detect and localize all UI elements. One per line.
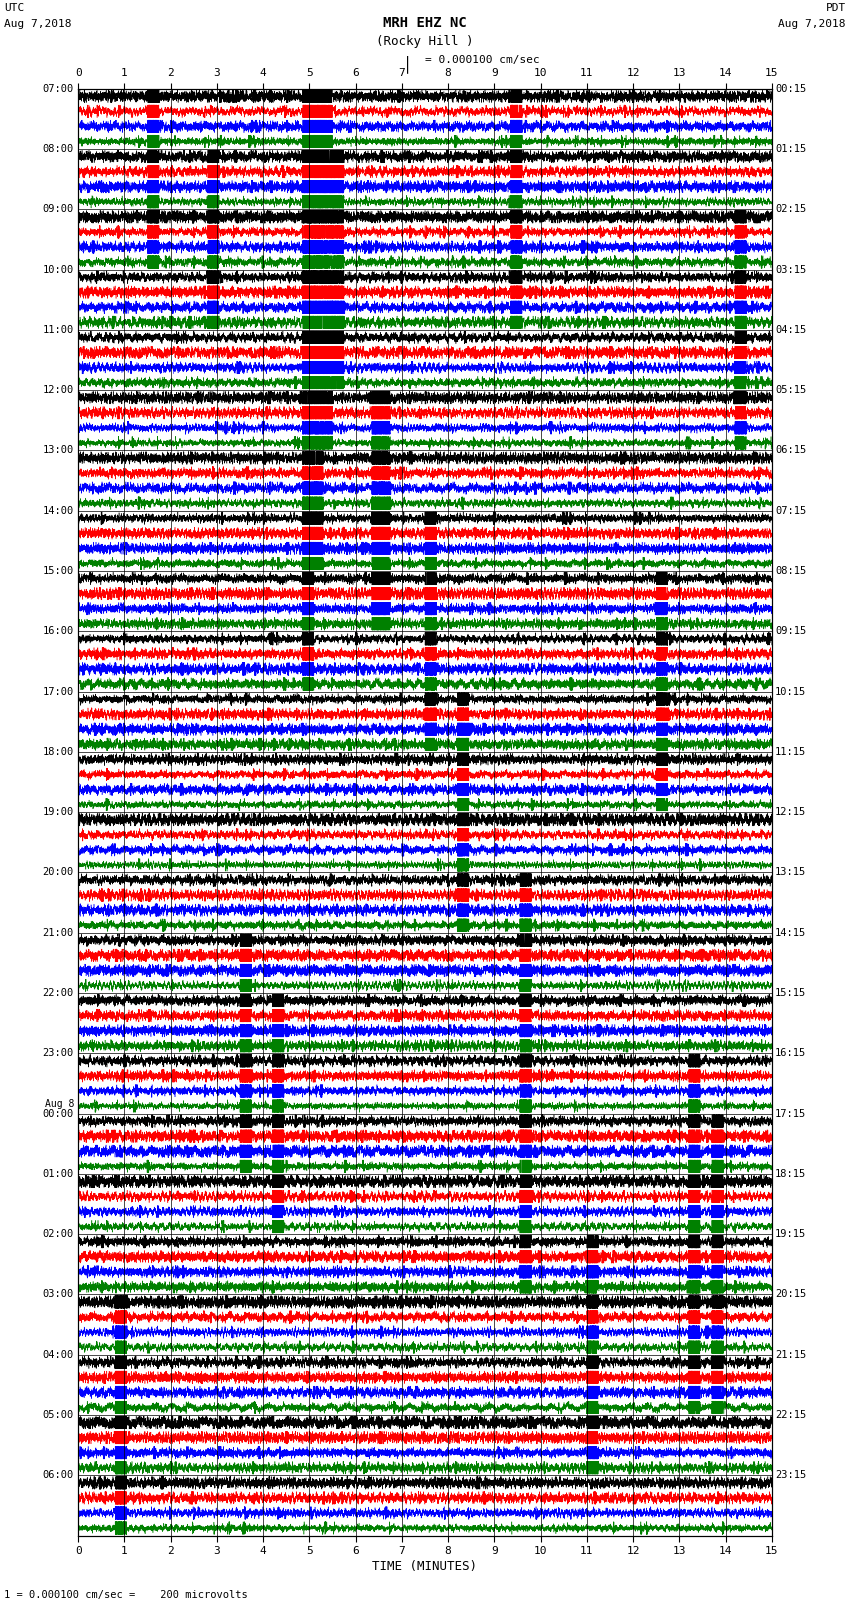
Text: 18:15: 18:15 xyxy=(775,1169,807,1179)
Text: 15:00: 15:00 xyxy=(42,566,74,576)
Text: 04:00: 04:00 xyxy=(42,1350,74,1360)
Text: 12:15: 12:15 xyxy=(775,806,807,818)
Text: 22:15: 22:15 xyxy=(775,1410,807,1419)
Text: 05:00: 05:00 xyxy=(42,1410,74,1419)
Text: 15:15: 15:15 xyxy=(775,989,807,998)
Text: 09:00: 09:00 xyxy=(42,205,74,215)
Text: 09:15: 09:15 xyxy=(775,626,807,636)
Text: 19:15: 19:15 xyxy=(775,1229,807,1239)
Text: 01:00: 01:00 xyxy=(42,1169,74,1179)
Text: PDT: PDT xyxy=(825,3,846,13)
Text: 01:15: 01:15 xyxy=(775,144,807,153)
Text: (Rocky Hill ): (Rocky Hill ) xyxy=(377,35,473,48)
Text: Aug 7,2018: Aug 7,2018 xyxy=(4,19,71,29)
Text: 00:15: 00:15 xyxy=(775,84,807,94)
Text: 16:00: 16:00 xyxy=(42,626,74,636)
Text: 06:15: 06:15 xyxy=(775,445,807,455)
Text: 11:00: 11:00 xyxy=(42,324,74,336)
Text: 08:00: 08:00 xyxy=(42,144,74,153)
Text: UTC: UTC xyxy=(4,3,25,13)
Text: 02:15: 02:15 xyxy=(775,205,807,215)
Text: 23:15: 23:15 xyxy=(775,1471,807,1481)
Text: 05:15: 05:15 xyxy=(775,386,807,395)
Text: 17:15: 17:15 xyxy=(775,1108,807,1118)
Text: 20:15: 20:15 xyxy=(775,1289,807,1300)
Text: 03:00: 03:00 xyxy=(42,1289,74,1300)
Text: 10:00: 10:00 xyxy=(42,265,74,274)
X-axis label: TIME (MINUTES): TIME (MINUTES) xyxy=(372,1560,478,1573)
Text: 20:00: 20:00 xyxy=(42,868,74,877)
Text: MRH EHZ NC: MRH EHZ NC xyxy=(383,16,467,31)
Text: 08:15: 08:15 xyxy=(775,566,807,576)
Text: 12:00: 12:00 xyxy=(42,386,74,395)
Text: 02:00: 02:00 xyxy=(42,1229,74,1239)
Text: │: │ xyxy=(404,55,412,73)
Text: 14:00: 14:00 xyxy=(42,506,74,516)
Text: 03:15: 03:15 xyxy=(775,265,807,274)
Text: 10:15: 10:15 xyxy=(775,687,807,697)
Text: 07:15: 07:15 xyxy=(775,506,807,516)
Text: 17:00: 17:00 xyxy=(42,687,74,697)
Text: 21:00: 21:00 xyxy=(42,927,74,937)
Text: 1 = 0.000100 cm/sec =    200 microvolts: 1 = 0.000100 cm/sec = 200 microvolts xyxy=(4,1590,248,1600)
Text: 00:00: 00:00 xyxy=(42,1108,74,1118)
Text: 22:00: 22:00 xyxy=(42,989,74,998)
Text: = 0.000100 cm/sec: = 0.000100 cm/sec xyxy=(425,55,540,65)
Text: 11:15: 11:15 xyxy=(775,747,807,756)
Text: 23:00: 23:00 xyxy=(42,1048,74,1058)
Text: 04:15: 04:15 xyxy=(775,324,807,336)
Text: Aug 7,2018: Aug 7,2018 xyxy=(779,19,846,29)
Text: 18:00: 18:00 xyxy=(42,747,74,756)
Text: 14:15: 14:15 xyxy=(775,927,807,937)
Text: 06:00: 06:00 xyxy=(42,1471,74,1481)
Text: 19:00: 19:00 xyxy=(42,806,74,818)
Text: Aug 8: Aug 8 xyxy=(44,1098,74,1108)
Text: 13:00: 13:00 xyxy=(42,445,74,455)
Text: 16:15: 16:15 xyxy=(775,1048,807,1058)
Text: 07:00: 07:00 xyxy=(42,84,74,94)
Text: 21:15: 21:15 xyxy=(775,1350,807,1360)
Text: 13:15: 13:15 xyxy=(775,868,807,877)
